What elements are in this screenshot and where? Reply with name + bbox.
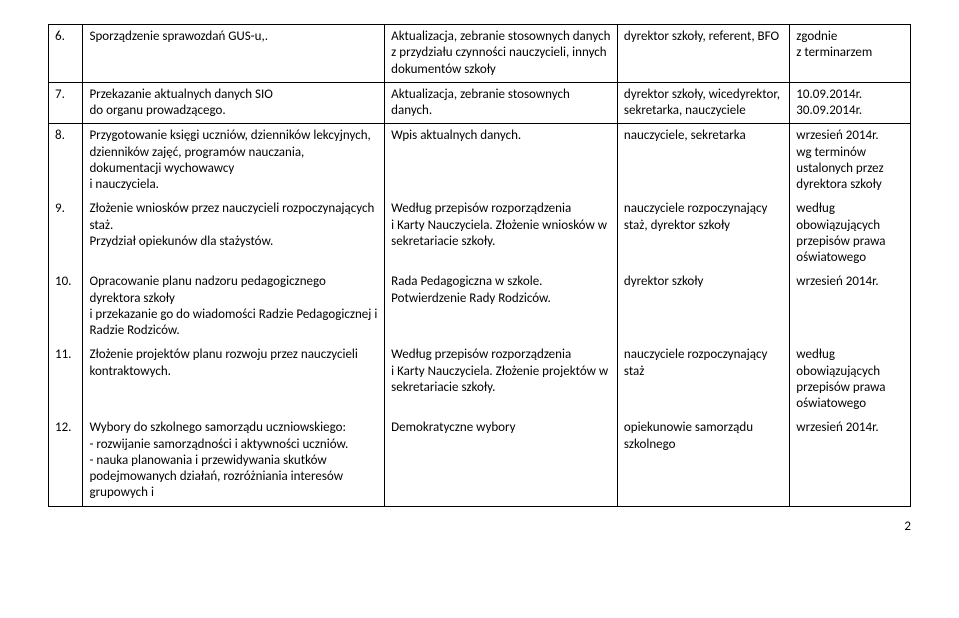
method-cell: Rada Pedagogiczna w szkole. Potwierdzeni… [385, 270, 618, 343]
table-row: 7.Przekazanie aktualnych danych SIOdo or… [49, 82, 911, 124]
table-row: 9.Złożenie wniosków przez nauczycieli ro… [49, 197, 911, 270]
page-number: 2 [48, 519, 911, 534]
table-row: 8.Przygotowanie księgi uczniów, dziennik… [49, 124, 911, 198]
task-cell: Przygotowanie księgi uczniów, dzienników… [83, 124, 385, 198]
deadline-cell: 10.09.2014r.30.09.2014r. [790, 82, 911, 124]
row-number: 11. [49, 343, 83, 416]
method-cell: Aktualizacja, zebranie stosownych danych… [385, 25, 618, 83]
row-number: 8. [49, 124, 83, 198]
row-number: 7. [49, 82, 83, 124]
responsible-cell: opiekunowie samorządu szkolnego [617, 416, 789, 506]
method-cell: Aktualizacja, zebranie stosownych danych… [385, 82, 618, 124]
task-cell: Wybory do szkolnego samorządu uczniowski… [83, 416, 385, 506]
row-number: 6. [49, 25, 83, 83]
deadline-cell: według obowiązujących przepisów prawa oś… [790, 197, 911, 270]
method-cell: Według przepisów rozporządzeniai Karty N… [385, 343, 618, 416]
responsible-cell: nauczyciele rozpoczynający staż, dyrekto… [617, 197, 789, 270]
table-row: 12.Wybory do szkolnego samorządu uczniow… [49, 416, 911, 506]
task-cell: Opracowanie planu nadzoru pedagogicznego… [83, 270, 385, 343]
task-cell: Złożenie wniosków przez nauczycieli rozp… [83, 197, 385, 270]
responsible-cell: nauczyciele rozpoczynający staż [617, 343, 789, 416]
row-number: 12. [49, 416, 83, 506]
deadline-cell: wrzesień 2014r.wg terminów ustalonych pr… [790, 124, 911, 198]
method-cell: Demokratyczne wybory [385, 416, 618, 506]
task-cell: Przekazanie aktualnych danych SIOdo orga… [83, 82, 385, 124]
deadline-cell: według obowiązujących przepisów prawa oś… [790, 343, 911, 416]
responsible-cell: dyrektor szkoły, referent, BFO [617, 25, 789, 83]
responsible-cell: nauczyciele, sekretarka [617, 124, 789, 198]
row-number: 10. [49, 270, 83, 343]
table-row: 6.Sporządzenie sprawozdań GUS-u,.Aktuali… [49, 25, 911, 83]
deadline-cell: zgodniez terminarzem [790, 25, 911, 83]
row-number: 9. [49, 197, 83, 270]
schedule-table: 6.Sporządzenie sprawozdań GUS-u,.Aktuali… [48, 24, 911, 507]
deadline-cell: wrzesień 2014r. [790, 416, 911, 506]
responsible-cell: dyrektor szkoły, wicedyrektor, sekretark… [617, 82, 789, 124]
table-row: 10.Opracowanie planu nadzoru pedagogiczn… [49, 270, 911, 343]
responsible-cell: dyrektor szkoły [617, 270, 789, 343]
task-cell: Sporządzenie sprawozdań GUS-u,. [83, 25, 385, 83]
task-cell: Złożenie projektów planu rozwoju przez n… [83, 343, 385, 416]
method-cell: Wpis aktualnych danych. [385, 124, 618, 198]
table-row: 11.Złożenie projektów planu rozwoju prze… [49, 343, 911, 416]
deadline-cell: wrzesień 2014r. [790, 270, 911, 343]
method-cell: Według przepisów rozporządzeniai Karty N… [385, 197, 618, 270]
